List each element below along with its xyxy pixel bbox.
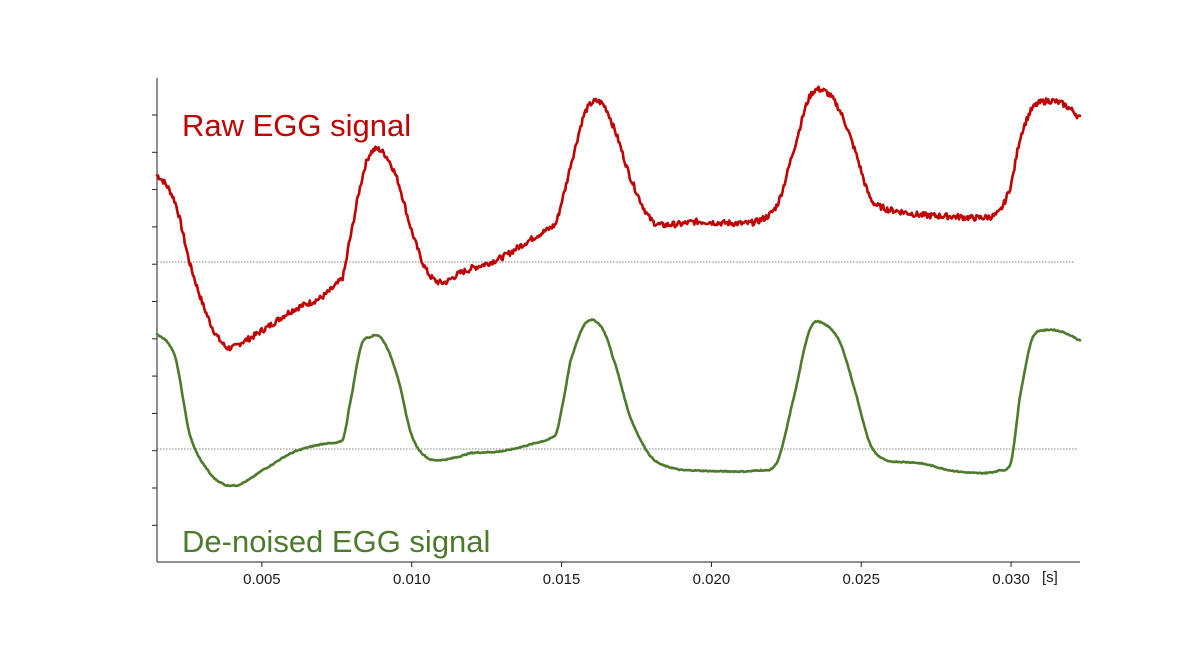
traces xyxy=(155,85,1082,488)
denoised-signal-label: De-noised EGG signal xyxy=(182,524,490,559)
y-ticks xyxy=(152,114,157,526)
x-ticks xyxy=(261,562,1012,567)
x-unit-label: [s] xyxy=(1042,569,1058,586)
raw-signal-trace xyxy=(155,85,1082,352)
x-tick-label: 0.010 xyxy=(393,571,431,588)
raw-signal-label: Raw EGG signal xyxy=(182,108,411,143)
denoised-signal-trace xyxy=(155,318,1082,488)
baselines xyxy=(157,261,1078,450)
x-tick-label: 0.030 xyxy=(992,571,1030,588)
x-tick-label: 0.015 xyxy=(543,571,581,588)
x-tick-label: 0.025 xyxy=(842,571,880,588)
x-tick-label: 0.020 xyxy=(693,571,731,588)
x-tick-labels: 0.005 0.010 0.015 0.020 0.025 0.030 xyxy=(243,571,1030,588)
axes xyxy=(156,78,1080,563)
x-tick-label: 0.005 xyxy=(243,571,281,588)
